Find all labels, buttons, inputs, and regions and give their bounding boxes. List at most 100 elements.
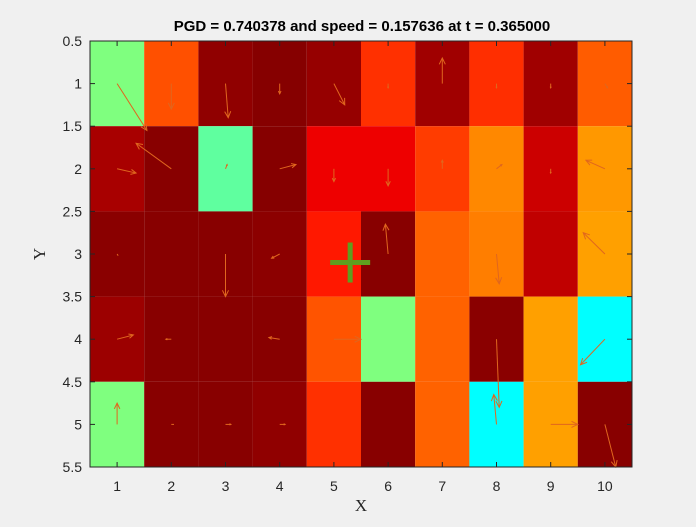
- arrow-shaft: [116, 253, 119, 256]
- arrow-head: [229, 423, 233, 426]
- arrow-head: [495, 86, 498, 90]
- quiver-arrow: [495, 339, 503, 409]
- arrow-shaft: [496, 253, 500, 284]
- arrow-shaft: [585, 159, 606, 170]
- heatmap-cell: [306, 211, 361, 297]
- heatmap-cell: [90, 211, 145, 297]
- y-axis-label: Y: [30, 248, 49, 260]
- y-tick-label: 5: [74, 416, 82, 432]
- y-tick-label: 3.5: [63, 289, 83, 305]
- arrow-head: [385, 181, 391, 187]
- y-tick-label: 4.5: [63, 374, 83, 390]
- heatmap-cell: [523, 296, 578, 382]
- y-tick-label: 3: [74, 246, 82, 262]
- arrow-head: [130, 169, 138, 175]
- quiver-arrow: [113, 401, 121, 425]
- arrow-shaft: [493, 394, 497, 425]
- heatmap-cell: [361, 296, 416, 382]
- quiver-arrow: [549, 83, 552, 90]
- arrow-head: [549, 171, 552, 175]
- heatmap-cell: [415, 381, 470, 467]
- arrow-head: [267, 336, 273, 340]
- quiver-arrow: [438, 56, 446, 84]
- arrow-head: [135, 142, 144, 150]
- quiver-arrow: [116, 253, 119, 256]
- quiver-arrow: [582, 231, 606, 255]
- arrow-head: [606, 86, 609, 89]
- chart-title: PGD = 0.740378 and speed = 0.157636 at t…: [174, 18, 551, 35]
- quiver-arrow: [222, 254, 229, 298]
- arrow-head: [283, 423, 287, 426]
- arrow-shaft: [604, 424, 617, 468]
- arrow-head: [499, 163, 503, 167]
- arrow-head: [338, 97, 346, 106]
- y-tick-label: 2: [74, 161, 82, 177]
- heatmap-cell: [198, 296, 253, 382]
- arrow-shaft: [116, 83, 148, 131]
- x-tick-label: 9: [547, 478, 555, 494]
- arrow-shaft: [225, 83, 229, 118]
- y-tick-label: 1.5: [63, 118, 83, 134]
- arrow-head: [140, 123, 148, 132]
- x-tick-label: 7: [438, 478, 446, 494]
- quiver-arrow: [440, 159, 444, 169]
- quiver-arrow: [495, 83, 498, 90]
- quiver-arrow: [579, 338, 606, 366]
- arrow-head: [571, 420, 579, 428]
- y-tick-label: 0.5: [63, 33, 83, 49]
- y-tick-label: 4: [74, 331, 82, 347]
- heatmap-cell: [523, 211, 578, 297]
- heatmap-cell: [252, 211, 307, 297]
- arrow-head: [490, 393, 498, 402]
- heatmap-cell: [415, 211, 470, 297]
- arrow-shaft: [271, 253, 280, 259]
- heatmap-cell: [306, 381, 361, 467]
- quiver-arrow: [387, 83, 390, 90]
- arrow-head: [224, 110, 232, 119]
- heatmap-cell: [90, 126, 145, 212]
- quiver-arrow: [224, 83, 232, 119]
- quiver-arrow: [333, 83, 346, 106]
- position-marker: [330, 242, 371, 283]
- heatmap-cell: [144, 381, 199, 467]
- heatmap-cell: [144, 211, 199, 297]
- quiver-arrow: [279, 423, 287, 426]
- y-tick-label: 5.5: [63, 459, 83, 475]
- arrow-shaft: [580, 338, 606, 366]
- arrow-head: [113, 401, 121, 410]
- quiver-arrow: [385, 168, 391, 187]
- quiver-arrow: [382, 223, 390, 255]
- quiver-arrow: [604, 83, 609, 89]
- heatmap-cell: [469, 211, 524, 297]
- x-tick-label: 8: [493, 478, 501, 494]
- arrow-head: [382, 223, 390, 231]
- quiver-arrow: [279, 163, 298, 170]
- quiver-arrow: [164, 338, 172, 341]
- arrow-head: [225, 163, 228, 166]
- x-tick-label: 10: [597, 478, 613, 494]
- arrow-shaft: [333, 83, 346, 106]
- arrow-shaft: [279, 164, 297, 170]
- arrow-shaft: [135, 142, 172, 170]
- quiver-arrow: [550, 420, 579, 428]
- arrow-head: [549, 86, 552, 90]
- arrow-head: [222, 290, 229, 298]
- arrow-head: [582, 231, 591, 240]
- x-tick-label: 4: [276, 478, 284, 494]
- arrow-head: [354, 335, 363, 343]
- quiver-arrow: [116, 168, 138, 175]
- quiver-arrow: [135, 142, 172, 170]
- y-tick-label: 2.5: [63, 203, 83, 219]
- x-tick-label: 3: [222, 478, 230, 494]
- x-tick-label: 6: [384, 478, 392, 494]
- arrow-head: [270, 255, 275, 259]
- arrow-head: [387, 86, 390, 90]
- arrow-head: [495, 277, 503, 285]
- quiver-arrow: [496, 163, 503, 170]
- quiver-arrow: [495, 253, 503, 285]
- arrow-head: [579, 357, 588, 366]
- quiver-arrow: [270, 253, 280, 259]
- heatmap-cell: [523, 126, 578, 212]
- quiver-arrow: [490, 393, 498, 425]
